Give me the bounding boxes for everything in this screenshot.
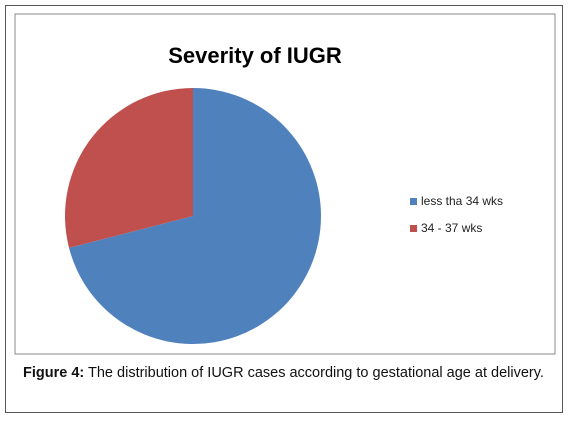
pie-slice: [64, 88, 193, 248]
chart: Severity of IUGR less tha 34 wks 34 - 37 …: [14, 13, 556, 355]
caption-text: The distribution of IUGR cases according…: [88, 365, 544, 381]
figure-frame: [5, 5, 563, 413]
caption: Figure 4: The distribution of IUGR cases…: [23, 364, 549, 382]
legend-swatch: [410, 225, 417, 232]
caption-label: Figure 4:: [23, 365, 85, 381]
pie-slice: [69, 88, 321, 344]
legend-label: 34 - 37 wks: [421, 221, 482, 235]
legend-swatch: [410, 198, 417, 205]
chart-title: Severity of IUGR: [168, 43, 342, 68]
legend-label: less tha 34 wks: [421, 194, 503, 208]
